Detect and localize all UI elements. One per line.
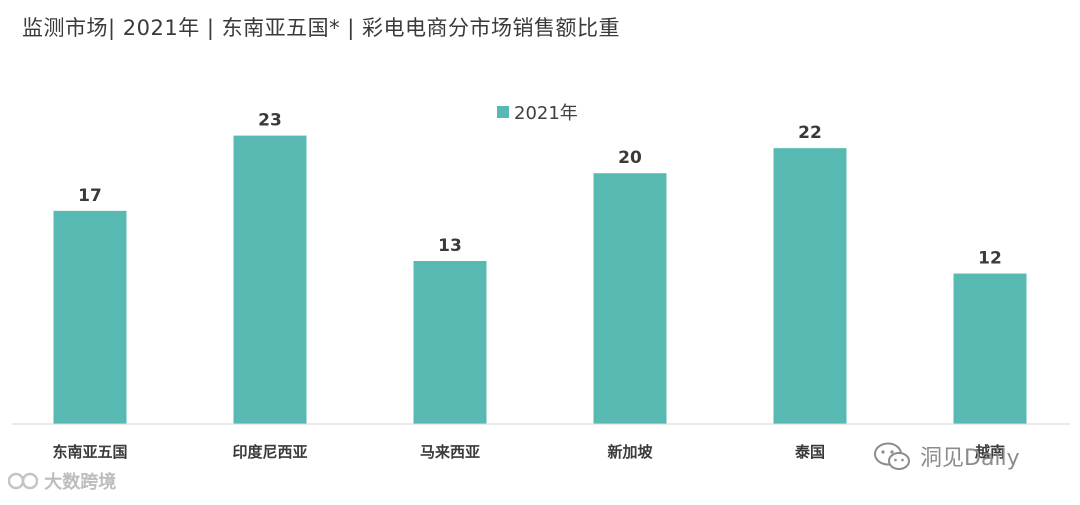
data-label-2: 23	[258, 111, 282, 131]
category-label-6: 越南	[974, 443, 1005, 461]
watermark-right: 洞见Daily	[873, 440, 1020, 473]
watermark-right-text: 洞见Daily	[920, 446, 1020, 471]
legend-swatch	[497, 106, 509, 118]
brand-logo-icon	[8, 472, 38, 490]
category-label-4: 新加坡	[607, 443, 652, 461]
bar-6	[953, 273, 1027, 424]
bars-group: 17 东南亚五国 23 印度尼西亚 13 马来西亚 20 新加坡 22 泰国 12 越南	[52, 111, 1027, 461]
category-label-2: 印度尼西亚	[232, 443, 307, 461]
category-label-1: 东南亚五国	[52, 443, 127, 461]
bar-5	[773, 148, 847, 424]
data-label-6: 12	[978, 249, 1002, 269]
data-label-1: 17	[78, 186, 102, 206]
watermark-left-text: 大数跨境	[44, 472, 117, 493]
legend-label: 2021年	[514, 103, 578, 124]
category-label-5: 泰国	[794, 443, 825, 461]
legend: 2021年	[497, 103, 578, 124]
chart-title: 监测市场| 2021年 | 东南亚五国* | 彩电电商分市场销售额比重	[22, 16, 621, 40]
data-label-4: 20	[618, 148, 642, 168]
bar-3	[413, 261, 487, 424]
bar-2	[233, 135, 307, 424]
bar-4	[593, 173, 667, 424]
watermark-left: 大数跨境	[8, 468, 116, 494]
wechat-icon	[874, 442, 910, 470]
bar-1	[53, 210, 127, 424]
category-label-3: 马来西亚	[420, 443, 480, 461]
data-label-5: 22	[798, 123, 822, 143]
data-label-3: 13	[438, 236, 462, 256]
